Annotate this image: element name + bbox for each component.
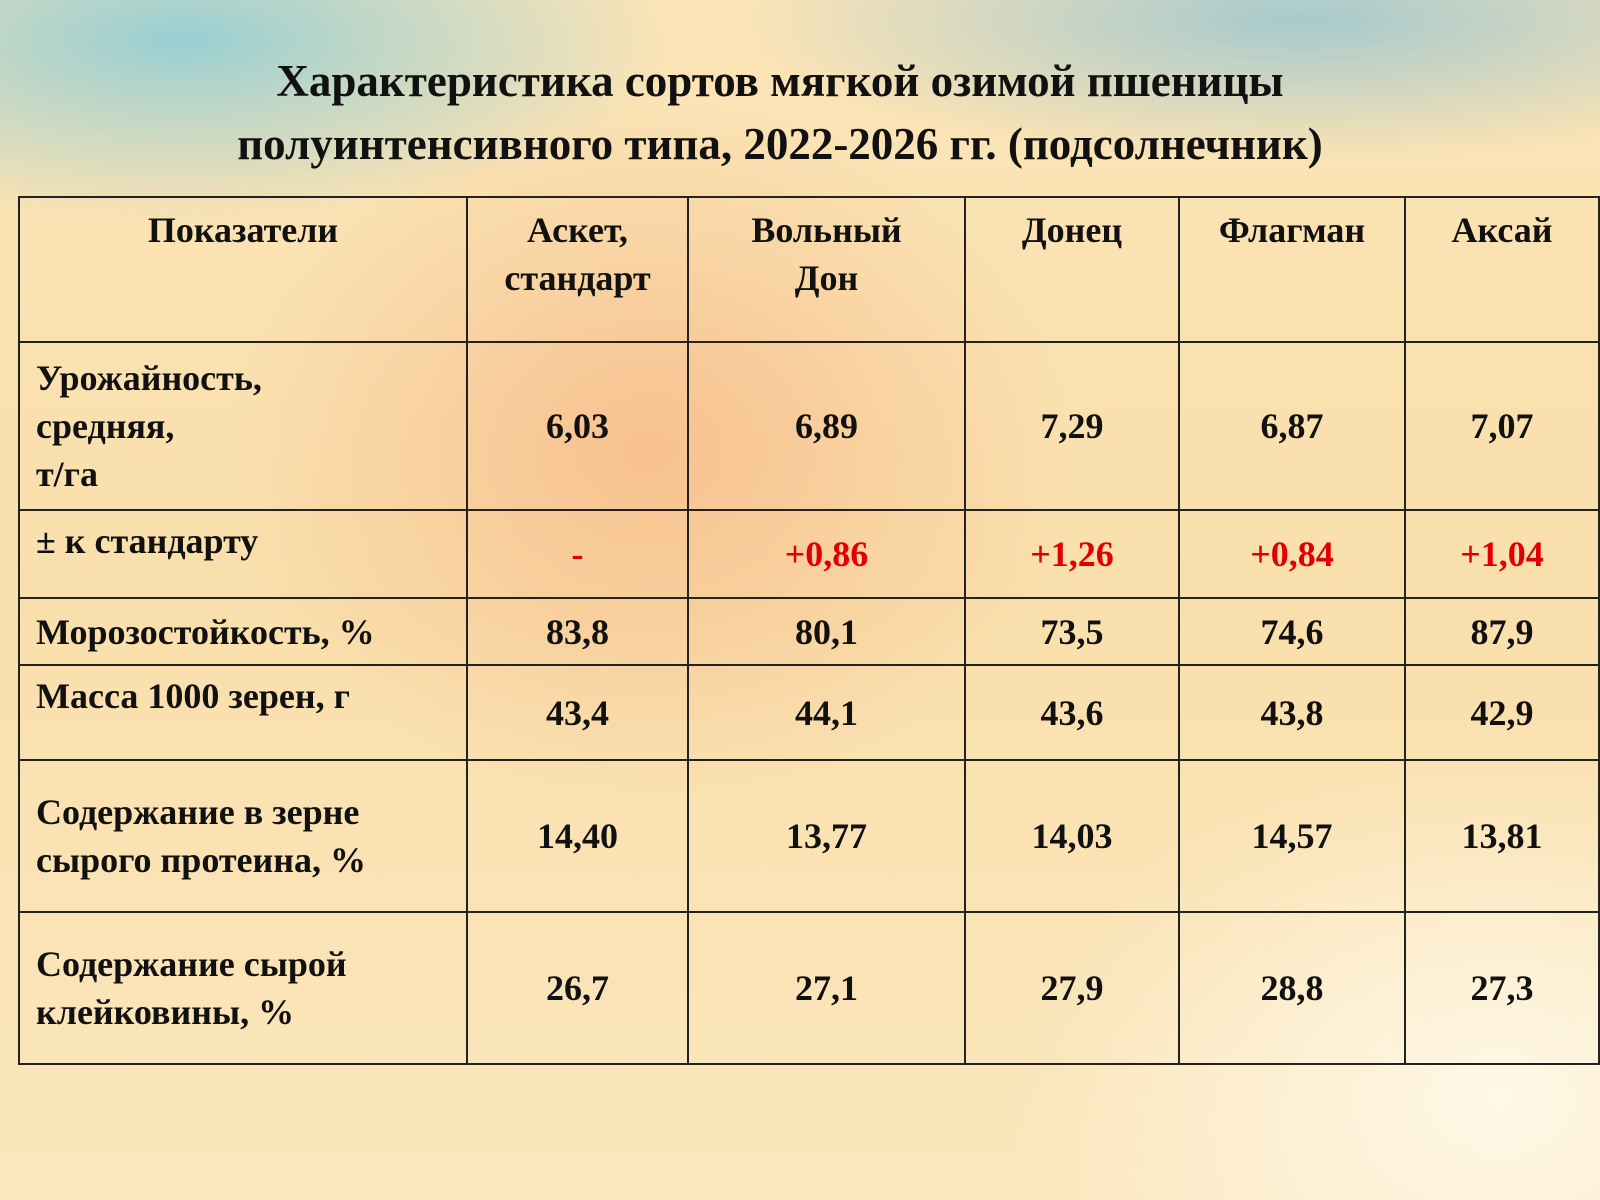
table-cell: 73,5 <box>964 597 1180 666</box>
table-cell: 43,8 <box>1178 664 1406 761</box>
table-header: Показатели Аскет, стандарт Вольный Дон Доне… <box>18 196 1600 343</box>
table-cell: 7,07 <box>1404 341 1600 511</box>
table-row: ± к стандарту - +0,86 +1,26 +0,84 +1,04 <box>18 509 1600 599</box>
table-cell: 80,1 <box>687 597 966 666</box>
table-cell: - <box>466 509 689 599</box>
table-row: Содержание сырой клейковины, % 26,7 27,1 27… <box>18 911 1600 1065</box>
row-label: Содержание сырой клейковины, % <box>18 911 468 1065</box>
table-row: Морозостойкость, % 83,8 80,1 73,5 74,6 87,9 <box>18 597 1600 666</box>
table-cell: +1,26 <box>964 509 1180 599</box>
header-cell: Аксай <box>1404 196 1600 343</box>
header-row: Показатели Аскет, стандарт Вольный Дон Доне… <box>18 196 1600 343</box>
header-cell: Донец <box>964 196 1180 343</box>
table-cell: 14,03 <box>964 759 1180 913</box>
header-cell: Вольный Дон <box>687 196 966 343</box>
table-cell: 6,03 <box>466 341 689 511</box>
table: Показатели Аскет, стандарт Вольный Дон Доне… <box>18 196 1600 1065</box>
header-cell: Флагман <box>1178 196 1406 343</box>
table-cell: 28,8 <box>1178 911 1406 1065</box>
table-cell: 27,3 <box>1404 911 1600 1065</box>
row-label: Морозостойкость, % <box>18 597 468 666</box>
row-label: ± к стандарту <box>18 509 468 599</box>
header-cell: Показатели <box>18 196 468 343</box>
table-cell: +1,04 <box>1404 509 1600 599</box>
table-cell: 44,1 <box>687 664 966 761</box>
table-cell: 74,6 <box>1178 597 1406 666</box>
table-cell: 26,7 <box>466 911 689 1065</box>
table-row: Содержание в зерне сырого протеина, % 14,… <box>18 759 1600 913</box>
row-label: Урожайность, средняя, т/га <box>18 341 468 511</box>
table-cell: 7,29 <box>964 341 1180 511</box>
table-cell: +0,86 <box>687 509 966 599</box>
table-cell: 43,4 <box>466 664 689 761</box>
table-cell: +0,84 <box>1178 509 1406 599</box>
table-cell: 6,87 <box>1178 341 1406 511</box>
title: Характеристика сортов мягкой озимой пшен… <box>0 50 1560 176</box>
row-label: Масса 1000 зерен, г <box>18 664 468 761</box>
table-cell: 43,6 <box>964 664 1180 761</box>
table-cell: 27,9 <box>964 911 1180 1065</box>
table-row: Урожайность, средняя, т/га 6,03 6,89 7,29 6,… <box>18 341 1600 511</box>
table-cell: 13,77 <box>687 759 966 913</box>
title-line: Характеристика сортов мягкой озимой пшен… <box>276 56 1284 106</box>
table-cell: 42,9 <box>1404 664 1600 761</box>
table-cell: 87,9 <box>1404 597 1600 666</box>
table-cell: 6,89 <box>687 341 966 511</box>
table-body: Урожайность, средняя, т/га 6,03 6,89 7,29 6,… <box>18 341 1600 1065</box>
header-cell: Аскет, стандарт <box>466 196 689 343</box>
title-line: полуинтенсивного типа, 2022-2026 гг. (по… <box>237 119 1323 169</box>
table-row: Масса 1000 зерен, г 43,4 44,1 43,6 43,8 42,9 <box>18 664 1600 761</box>
table-cell: 14,57 <box>1178 759 1406 913</box>
table-cell: 13,81 <box>1404 759 1600 913</box>
table-cell: 14,40 <box>466 759 689 913</box>
table-cell: 83,8 <box>466 597 689 666</box>
table-cell: 27,1 <box>687 911 966 1065</box>
row-label: Содержание в зерне сырого протеина, % <box>18 759 468 913</box>
